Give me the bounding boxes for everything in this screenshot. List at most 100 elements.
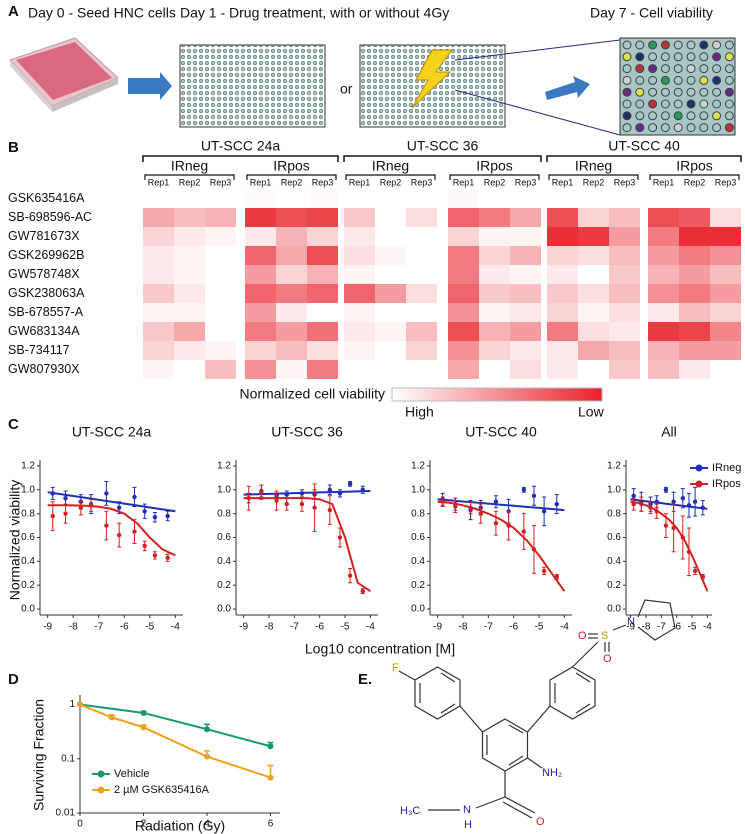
legend-label: IRneg [712, 462, 741, 474]
y-tick-label: 0.1 [61, 753, 75, 764]
heatmap-cell [609, 189, 640, 208]
point [521, 529, 527, 534]
heatmap-cell [174, 303, 205, 322]
point [347, 573, 353, 578]
heatmap-cell [448, 322, 479, 341]
heatmap-cell [479, 265, 510, 284]
heatmap-cell [245, 265, 276, 284]
x-axis-label: Radiation (Gy) [135, 818, 225, 834]
heatmap-cell [406, 208, 437, 227]
point [274, 498, 279, 503]
point [654, 499, 659, 504]
well [660, 111, 670, 121]
y-tick-label: 0.6 [21, 532, 35, 543]
point [692, 568, 698, 574]
point [631, 493, 636, 498]
point [203, 753, 210, 760]
y-tick-label: 1.2 [217, 461, 231, 472]
well [699, 64, 709, 74]
heatmap-cell [375, 322, 406, 341]
fit-line [243, 490, 371, 496]
rep-label: Rep1 [653, 177, 675, 187]
heatmap-cell [344, 322, 375, 341]
condition-label: IRneg [372, 158, 409, 174]
heatmap-cell [307, 341, 338, 360]
point [671, 499, 676, 504]
point [506, 523, 511, 528]
line [79, 703, 271, 779]
heatmap-cell [510, 189, 541, 208]
y-axis-label: Surviving Fraction [31, 699, 47, 811]
point [284, 501, 289, 507]
bracket [548, 174, 639, 180]
atom: F [392, 662, 399, 674]
heatmap-cell [710, 208, 741, 227]
heatmap-cell [710, 303, 741, 322]
row-label: GSK269962B [8, 248, 84, 262]
atom: O [536, 816, 545, 828]
heatmap-cell [648, 208, 679, 227]
heatmap-cell [578, 360, 609, 379]
heatmap-cell [143, 246, 174, 265]
point [337, 491, 343, 496]
heatmap-cell [307, 189, 338, 208]
well [635, 99, 645, 109]
heatmap-cell [344, 246, 375, 265]
rep-label: Rep3 [614, 177, 636, 187]
bracket [246, 174, 337, 180]
heatmap-cell [307, 322, 338, 341]
heatmap-cell [174, 322, 205, 341]
colorbar-high: High [405, 404, 434, 420]
line [79, 703, 271, 748]
heatmap-cell [174, 246, 205, 265]
row-label: GW781673X [8, 229, 80, 243]
heatmap-cell [276, 322, 307, 341]
y-tick-label: 1.2 [411, 461, 425, 472]
y-tick-label: 0.8 [21, 508, 35, 519]
x-tick-label: 2 [141, 819, 147, 830]
or-label: or [340, 81, 353, 97]
y-tick-label: 0.0 [217, 604, 231, 615]
rep-label: Rep2 [380, 177, 402, 187]
heatmap-cell [510, 341, 541, 360]
heatmap-cell [679, 189, 710, 208]
atom: H₃C [400, 805, 420, 817]
point [284, 492, 289, 497]
heatmap-cell [205, 341, 236, 360]
well [673, 75, 683, 85]
legend-swatch [695, 480, 703, 488]
legend-swatch [97, 770, 105, 778]
well [686, 87, 696, 97]
x-tick-label: -4 [703, 622, 712, 633]
well [660, 64, 670, 74]
chart-title: UT-SCC 40 [465, 424, 537, 440]
well [635, 75, 645, 85]
rep-label: Rep3 [312, 177, 334, 187]
point [639, 501, 644, 507]
group-label: UT-SCC 24a [201, 138, 281, 154]
point [259, 489, 264, 495]
x-tick-label: -7 [484, 622, 493, 633]
condition-label: IRpos [676, 158, 713, 174]
heatmap-cell [648, 322, 679, 341]
panel-label: E. [358, 671, 372, 688]
y-tick-label: 0.0 [411, 604, 425, 615]
point [104, 523, 109, 528]
point [142, 509, 147, 514]
heatmap-cell [143, 265, 174, 284]
y-tick-label: 0.8 [607, 508, 621, 519]
heatmap-cell [479, 322, 510, 341]
heatmap-cell [679, 227, 710, 246]
heatmap-cell [479, 208, 510, 227]
point [165, 555, 170, 560]
well [660, 87, 670, 97]
x-tick-label: -5 [688, 622, 697, 633]
point [680, 535, 686, 540]
heatmap-cell [510, 246, 541, 265]
heatmap-cell [578, 284, 609, 303]
heatmap-cell [174, 360, 205, 379]
heatmap-cell [406, 189, 437, 208]
heatmap-cell [174, 284, 205, 303]
heatmap-cell [609, 208, 640, 227]
chart-title: All [661, 424, 677, 440]
